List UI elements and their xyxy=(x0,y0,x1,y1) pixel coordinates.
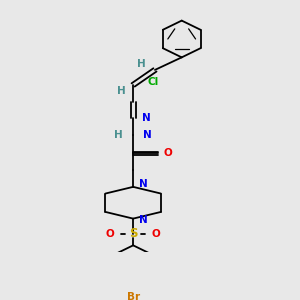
Text: S: S xyxy=(129,227,137,240)
Text: H: H xyxy=(117,86,126,96)
Text: N: N xyxy=(139,179,147,189)
Text: O: O xyxy=(106,229,115,239)
Text: Br: Br xyxy=(127,292,140,300)
Text: N: N xyxy=(143,130,152,140)
Text: O: O xyxy=(152,229,160,239)
Text: N: N xyxy=(139,215,147,225)
Text: H: H xyxy=(114,130,123,140)
Text: Cl: Cl xyxy=(147,76,159,87)
Text: H: H xyxy=(137,59,146,69)
Text: O: O xyxy=(164,148,172,158)
Text: N: N xyxy=(142,113,150,123)
